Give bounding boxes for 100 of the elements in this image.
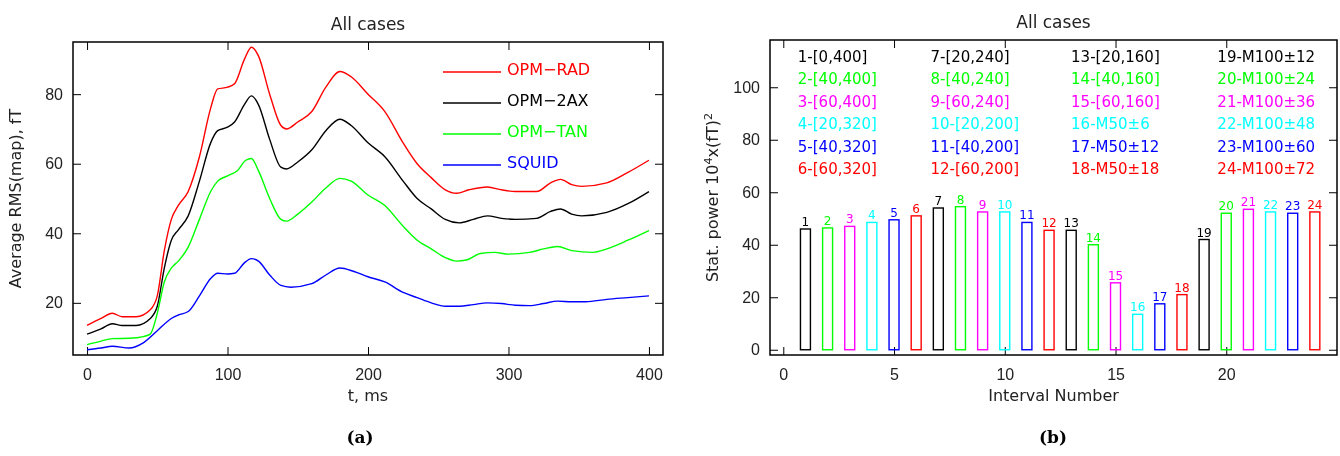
annotation: 24 (1307, 197, 1323, 212)
annotation: 2-[40,400] (797, 70, 877, 88)
bar (1242, 208, 1255, 351)
bar (1065, 229, 1077, 351)
legend-label: SQUID (507, 152, 559, 172)
bar (999, 211, 1011, 351)
y-tick-label: 20 (45, 294, 64, 312)
bar (1109, 282, 1122, 351)
annotation: 10-[20,200] (930, 115, 1020, 133)
bar (1021, 221, 1033, 351)
annotation: 20 (1218, 199, 1234, 214)
annotation: 8-[40,240] (930, 70, 1010, 88)
x-tick-label: 200 (355, 366, 382, 384)
annotation: 14 (1085, 230, 1102, 245)
bar (866, 221, 878, 351)
bar (1087, 244, 1100, 351)
text: (b) (1039, 427, 1067, 447)
annotation: 15-[60,160] (1071, 92, 1160, 111)
bar (1220, 212, 1232, 351)
x-tick-label: 100 (214, 366, 242, 384)
annotation: 17 (1152, 289, 1168, 304)
y-tick-label: 60 (45, 155, 64, 173)
legend-label: OPM−RAD (507, 59, 591, 79)
y-tick-label: 60 (742, 183, 761, 201)
y-tick-label: 40 (742, 236, 761, 254)
annotation: 5 (890, 205, 898, 220)
bar (932, 207, 945, 351)
annotation: 4 (868, 208, 876, 223)
annotation: 17-M50±12 (1071, 137, 1160, 156)
annotation: 9 (978, 197, 987, 212)
bar (1287, 212, 1299, 351)
annotation: 13 (1063, 216, 1079, 231)
annotation: 21-M100±36 (1217, 92, 1316, 111)
y-tick-label: 40 (45, 224, 64, 242)
annotation: 3 (845, 212, 854, 227)
bar (910, 215, 922, 351)
annotation: 7 (934, 194, 943, 208)
x-axis-title: t, ms (347, 386, 389, 405)
annotation: 11 (1019, 208, 1035, 223)
annotation: 1 (801, 215, 810, 229)
chart-title: All cases (330, 14, 406, 34)
chart-title: All cases (1016, 12, 1091, 32)
bar (1264, 211, 1277, 351)
y-tick-label: 0 (751, 341, 761, 359)
bar (1198, 238, 1210, 351)
bar (888, 219, 900, 351)
annotation: 5-[40,320] (797, 137, 877, 156)
annotation: 7-[20,240] (930, 47, 1010, 66)
annotation: 21 (1240, 195, 1257, 210)
annotation: 20-M100±24 (1217, 70, 1316, 88)
legend-label: OPM−2AX (507, 90, 589, 110)
annotation: 6 (912, 201, 920, 216)
line-series (86, 46, 650, 327)
annotation: 23-M100±60 (1217, 137, 1316, 156)
x-tick-label: 5 (890, 366, 900, 384)
annotation: 15 (1107, 268, 1124, 283)
x-tick-label: 15 (1107, 366, 1126, 384)
x-tick-label: 0 (83, 366, 93, 384)
annotation: 9-[60,240] (930, 92, 1010, 111)
bar (954, 205, 967, 351)
y-tick-label: 80 (45, 85, 64, 103)
annotation: 10 (997, 197, 1013, 212)
bar (1131, 313, 1144, 351)
bar (1154, 303, 1166, 351)
annotation: 3-[60,400] (797, 92, 877, 111)
x-tick-label: 300 (495, 366, 523, 384)
annotation: 6-[60,320] (797, 160, 877, 178)
bar (1176, 293, 1188, 351)
annotation: 23 (1285, 199, 1301, 214)
annotation: 13-[20,160] (1071, 47, 1160, 66)
bar (1043, 229, 1055, 351)
bar (1309, 211, 1321, 351)
annotation: 19 (1196, 225, 1212, 240)
annotation: 2 (823, 213, 832, 228)
annotation: 14-[40,160] (1071, 70, 1160, 88)
annotation: 12-[60,200] (930, 160, 1020, 178)
y-tick-label: 80 (742, 131, 761, 149)
annotation: 8 (956, 192, 965, 207)
x-tick-label: 20 (1217, 366, 1236, 384)
annotation: 22 (1262, 197, 1279, 212)
annotation: 24-M100±72 (1217, 160, 1316, 178)
line-series (86, 257, 650, 351)
y-tick-label: 100 (733, 78, 761, 96)
annotation: 18-M50±18 (1071, 160, 1160, 178)
bar (799, 228, 812, 351)
annotation: 19-M100±12 (1217, 47, 1316, 66)
line-series (86, 95, 650, 335)
bar (844, 225, 856, 351)
annotation: 16 (1130, 300, 1146, 315)
x-axis-title: Interval Number (988, 386, 1120, 405)
annotation: 12 (1041, 216, 1057, 231)
annotation: 11-[40,200] (930, 137, 1020, 156)
line-series (86, 157, 650, 346)
x-tick-label: 400 (636, 366, 663, 384)
annotation: 1-[0,400] (797, 47, 868, 66)
annotation: 16-M50±6 (1071, 115, 1150, 133)
annotation: 18 (1174, 280, 1190, 295)
y-tick-label: 20 (742, 288, 761, 306)
x-tick-label: 0 (779, 366, 789, 384)
bar (821, 227, 834, 351)
